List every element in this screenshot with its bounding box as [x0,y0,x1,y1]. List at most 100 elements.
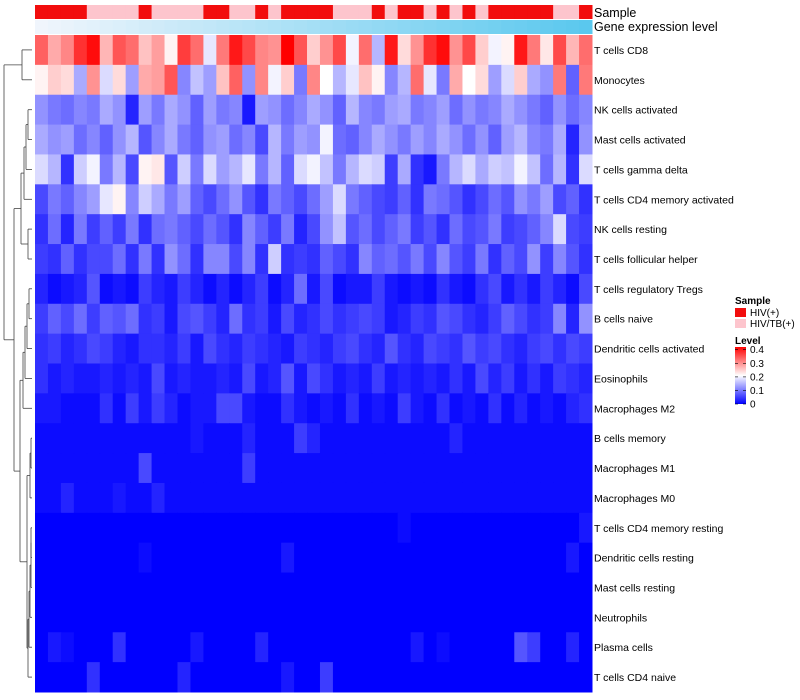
heatmap-cell [242,273,256,305]
sample-annotation-cell [488,5,502,19]
sample-annotation-cell [423,5,438,19]
sample-annotation-bar [35,5,593,19]
heatmap-cell [462,453,476,484]
heatmap-cell [345,423,360,454]
heatmap-cell [86,632,101,663]
heatmap-cell [99,393,114,424]
heatmap-cell [488,124,502,155]
heatmap-cell [514,662,528,693]
gene-expression-annotation-cell [242,20,256,34]
heatmap-cell [177,64,191,96]
heatmap-cell [35,333,49,364]
heatmap-cell [345,363,360,394]
heatmap-cell [579,333,593,364]
heatmap-cell [203,244,217,275]
sample-annotation-cell [553,5,567,19]
heatmap-cell [371,154,386,185]
heatmap-cell [332,244,347,275]
heatmap-cell [553,184,567,215]
gene-expression-annotation-cell [501,20,515,34]
heatmap-cell [332,303,347,335]
heatmap-cell [579,184,593,215]
heatmap-cell [229,542,243,574]
heatmap-cell [410,393,425,424]
heatmap-cell [281,303,295,335]
heatmap-cell [216,482,230,514]
heatmap-cell [319,632,334,663]
heatmap-cell [268,303,282,335]
row-label: Mast cells activated [594,135,686,147]
heatmap-cell [332,64,347,96]
heatmap-cell [449,393,463,424]
heatmap-cell [255,512,269,544]
heatmap-cell [488,273,502,305]
heatmap-cell [514,363,528,394]
heatmap-cell [449,244,463,275]
heatmap-cell [475,632,489,663]
heatmap-cell [566,64,580,96]
heatmap-cell [294,184,308,215]
heatmap-cell [164,512,178,544]
gene-expression-annotation-cell [345,20,360,34]
sample-annotation-cell [294,5,308,19]
heatmap-cell [60,482,75,514]
heatmap-cell [319,154,334,185]
heatmap-cell [436,393,451,424]
heatmap-cell [397,244,412,275]
heatmap-cell [307,393,321,424]
heatmap-cell [319,453,334,484]
heatmap-cell [410,184,425,215]
heatmap-cell [540,363,554,394]
heatmap-cell [112,184,127,215]
heatmap-cell [397,632,412,663]
heatmap-cell [384,632,399,663]
heatmap-cell [436,512,451,544]
heatmap-cell [99,333,114,364]
gene-expression-annotation-cell [436,20,451,34]
heatmap-cell [345,303,360,335]
heatmap-cell [566,273,580,305]
sample-annotation-cell [566,5,580,19]
heatmap-cell [294,303,308,335]
heatmap-cell [566,632,580,663]
gene-expression-annotation-cell [553,20,567,34]
heatmap-cell [410,572,425,603]
heatmap-cell [242,184,256,215]
row-label: Eosinophils [594,373,648,385]
gene-expression-annotation-cell [164,20,178,34]
heatmap-cell [319,303,334,335]
heatmap-cell [138,423,153,454]
heatmap-cell [203,602,217,633]
sample-legend-title: Sample [735,296,771,307]
heatmap-cell [99,512,114,544]
heatmap-cell [294,572,308,603]
legend-label-hiv-tb: HIV/TB(+) [750,319,795,330]
heatmap-cell [371,393,386,424]
heatmap-cell [229,602,243,633]
gene-expression-annotation-cell [60,20,75,34]
heatmap-cell [138,333,153,364]
heatmap-cell [449,214,463,245]
heatmap-cell [436,64,451,96]
heatmap-cell [436,244,451,275]
heatmap-cell [268,512,282,544]
heatmap-cell [138,363,153,394]
heatmap-cell [319,273,334,305]
heatmap-cell [566,572,580,603]
heatmap-cell [35,184,49,215]
level-tick-label: 0.4 [750,345,764,356]
heatmap-cell [255,273,269,305]
heatmap-cell [397,333,412,364]
heatmap-cell [307,64,321,96]
heatmap-cell [281,393,295,424]
heatmap-cell [281,244,295,275]
heatmap-cell [99,214,114,245]
heatmap-cell [384,303,399,335]
heatmap-cell [540,632,554,663]
gene-expression-annotation-cell [99,20,114,34]
heatmap-cell [164,393,178,424]
heatmap-cell [345,154,360,185]
heatmap-cell [35,214,49,245]
heatmap-cell [358,423,373,454]
heatmap-cell [203,35,217,66]
